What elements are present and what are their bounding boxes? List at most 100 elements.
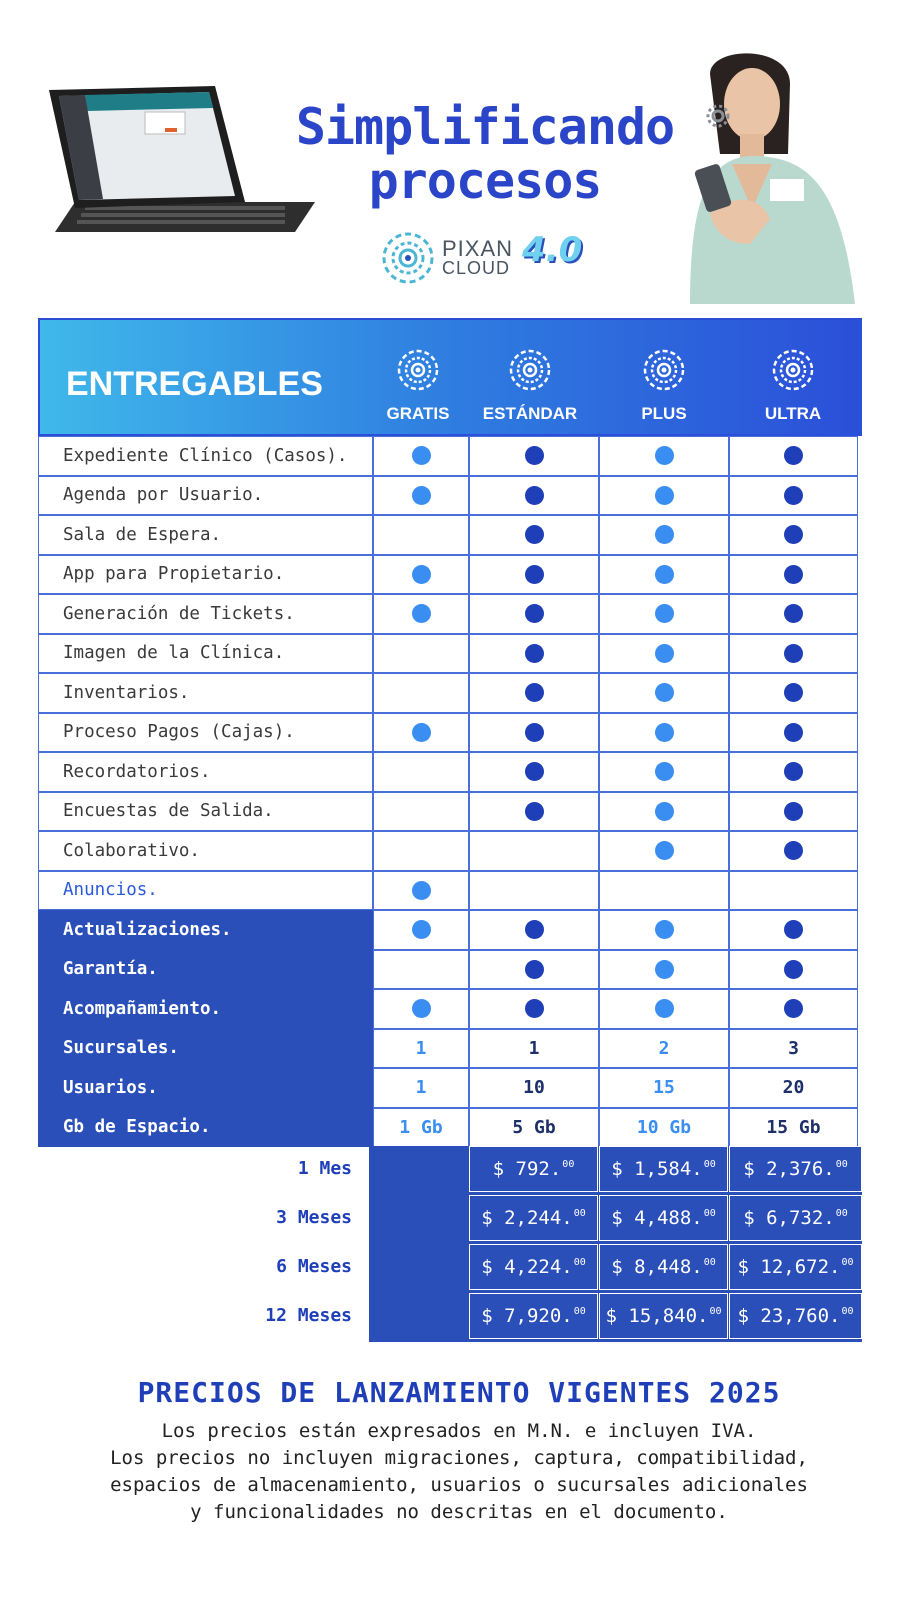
plan-cell bbox=[373, 791, 469, 831]
included-dot-icon bbox=[654, 446, 674, 466]
row-label: Usuarios. bbox=[38, 1068, 373, 1108]
plan-value: 20 bbox=[782, 1077, 805, 1099]
included-dot-icon bbox=[654, 999, 674, 1019]
plan-cell bbox=[729, 515, 858, 555]
included-dot-icon bbox=[524, 801, 544, 821]
included-dot-icon bbox=[524, 446, 544, 466]
row-label: Agenda por Usuario. bbox=[38, 475, 373, 515]
title-line-2: procesos bbox=[368, 152, 603, 210]
plan-cell bbox=[469, 475, 599, 515]
row-label: Gb de Espacio. bbox=[38, 1107, 373, 1147]
plan-cell bbox=[599, 870, 729, 910]
included-dot-icon bbox=[784, 564, 803, 584]
price-cell: $ 2,376. 00 bbox=[729, 1146, 862, 1192]
plan-value: 1 bbox=[415, 1077, 427, 1099]
price-cell: $ 15,840. 00 bbox=[599, 1293, 728, 1339]
plan-cell bbox=[729, 910, 858, 950]
brand-logo: PIXAN CLOUD 4.0 bbox=[378, 228, 598, 288]
plan-cell bbox=[469, 673, 599, 713]
plan-cell bbox=[373, 673, 469, 713]
plan-cell bbox=[729, 673, 858, 713]
included-dot-icon bbox=[654, 801, 674, 821]
price-cents: 00 bbox=[703, 1207, 716, 1219]
table-row: Recordatorios. bbox=[38, 752, 862, 792]
plan-cell bbox=[373, 752, 469, 792]
row-label: Colaborativo. bbox=[38, 831, 373, 871]
included-dot-icon bbox=[411, 485, 431, 505]
included-dot-icon bbox=[411, 446, 431, 466]
price-cell: $ 12,672. 00 bbox=[729, 1244, 862, 1290]
table-row: Inventarios. bbox=[38, 673, 862, 713]
included-dot-icon bbox=[411, 880, 431, 900]
plan-cell bbox=[729, 831, 858, 871]
plan-cell bbox=[599, 515, 729, 555]
footer-notes: Los precios están expresados en M.N. e i… bbox=[0, 1418, 918, 1526]
plan-cell bbox=[599, 989, 729, 1029]
table-row: Anuncios. bbox=[38, 870, 862, 910]
price-cell: $ 23,760. 00 bbox=[729, 1293, 862, 1339]
plan-cell bbox=[599, 475, 729, 515]
plan-cell bbox=[729, 594, 858, 634]
price-period-label: 3 Meses bbox=[276, 1207, 352, 1228]
included-dot-icon bbox=[784, 643, 803, 663]
footer-line: y funcionalidades no descritas en el doc… bbox=[190, 1501, 728, 1523]
included-dot-icon bbox=[784, 999, 803, 1019]
row-label: Imagen de la Clínica. bbox=[38, 633, 373, 673]
included-dot-icon bbox=[654, 683, 674, 703]
included-dot-icon bbox=[524, 485, 544, 505]
plan-value: 2 bbox=[658, 1037, 670, 1059]
table-row: Imagen de la Clínica. bbox=[38, 633, 862, 673]
plan-cell bbox=[729, 475, 858, 515]
plan-cell bbox=[729, 633, 858, 673]
table-body: Expediente Clínico (Casos). Agenda por Us… bbox=[38, 436, 862, 1147]
included-dot-icon bbox=[784, 683, 803, 703]
price-amount: $ 4,488. bbox=[611, 1207, 703, 1229]
row-label: Sala de Espera. bbox=[38, 515, 373, 555]
plan-cell: 1 bbox=[469, 1028, 599, 1068]
included-dot-icon bbox=[654, 722, 674, 742]
plan-value: 15 bbox=[653, 1077, 675, 1099]
plan-cell bbox=[373, 594, 469, 634]
plan-cell: 2 bbox=[599, 1028, 729, 1068]
price-cell: $ 2,244. 00 bbox=[469, 1195, 598, 1241]
row-label: Expediente Clínico (Casos). bbox=[38, 436, 373, 476]
plan-cell bbox=[599, 910, 729, 950]
plan-cell: 10 bbox=[469, 1068, 599, 1108]
table-row: Generación de Tickets. bbox=[38, 594, 862, 634]
tablet-illustration bbox=[49, 86, 315, 232]
included-dot-icon bbox=[411, 564, 431, 584]
footer-line: Los precios no incluyen migraciones, cap… bbox=[110, 1447, 808, 1469]
table-row: Expediente Clínico (Casos). bbox=[38, 436, 862, 476]
table-heading: ENTREGABLES bbox=[66, 365, 323, 403]
table-row: Colaborativo. bbox=[38, 831, 862, 871]
plan-value: 5 Gb bbox=[512, 1116, 556, 1138]
plan-cell bbox=[469, 436, 599, 476]
plan-cell bbox=[469, 989, 599, 1029]
included-dot-icon bbox=[524, 525, 544, 545]
pricing-section: 1 Mes $ 792. 00 $ 1,584. 00 $ 2,376. 00 3 Meses… bbox=[38, 1146, 862, 1342]
plan-name: ESTÁNDAR bbox=[482, 404, 578, 423]
plan-value: 15 Gb bbox=[766, 1116, 821, 1138]
price-period-label: 1 Mes bbox=[297, 1158, 352, 1179]
plan-cell bbox=[469, 633, 599, 673]
doctor-photo bbox=[690, 53, 855, 304]
row-label: Garantía. bbox=[38, 949, 373, 989]
included-dot-icon bbox=[411, 920, 431, 940]
price-amount: $ 15,840. bbox=[605, 1305, 709, 1327]
row-label: Actualizaciones. bbox=[38, 910, 373, 950]
plan-value: 1 Gb bbox=[399, 1116, 443, 1138]
included-dot-icon bbox=[784, 801, 803, 821]
included-dot-icon bbox=[524, 959, 544, 979]
plan-logo-icon bbox=[772, 349, 814, 391]
included-dot-icon bbox=[654, 762, 674, 782]
included-dot-icon bbox=[524, 722, 544, 742]
plan-cell bbox=[729, 791, 858, 831]
price-cents: 00 bbox=[573, 1207, 586, 1219]
row-label: Acompañamiento. bbox=[38, 989, 373, 1029]
price-amount: $ 7,920. bbox=[481, 1305, 573, 1327]
price-amount: $ 8,448. bbox=[611, 1256, 703, 1278]
plan-cell: 15 Gb bbox=[729, 1107, 858, 1147]
plan-cell bbox=[729, 870, 858, 910]
price-cents: 00 bbox=[841, 1305, 854, 1317]
pixan-mandala-icon bbox=[382, 232, 434, 284]
